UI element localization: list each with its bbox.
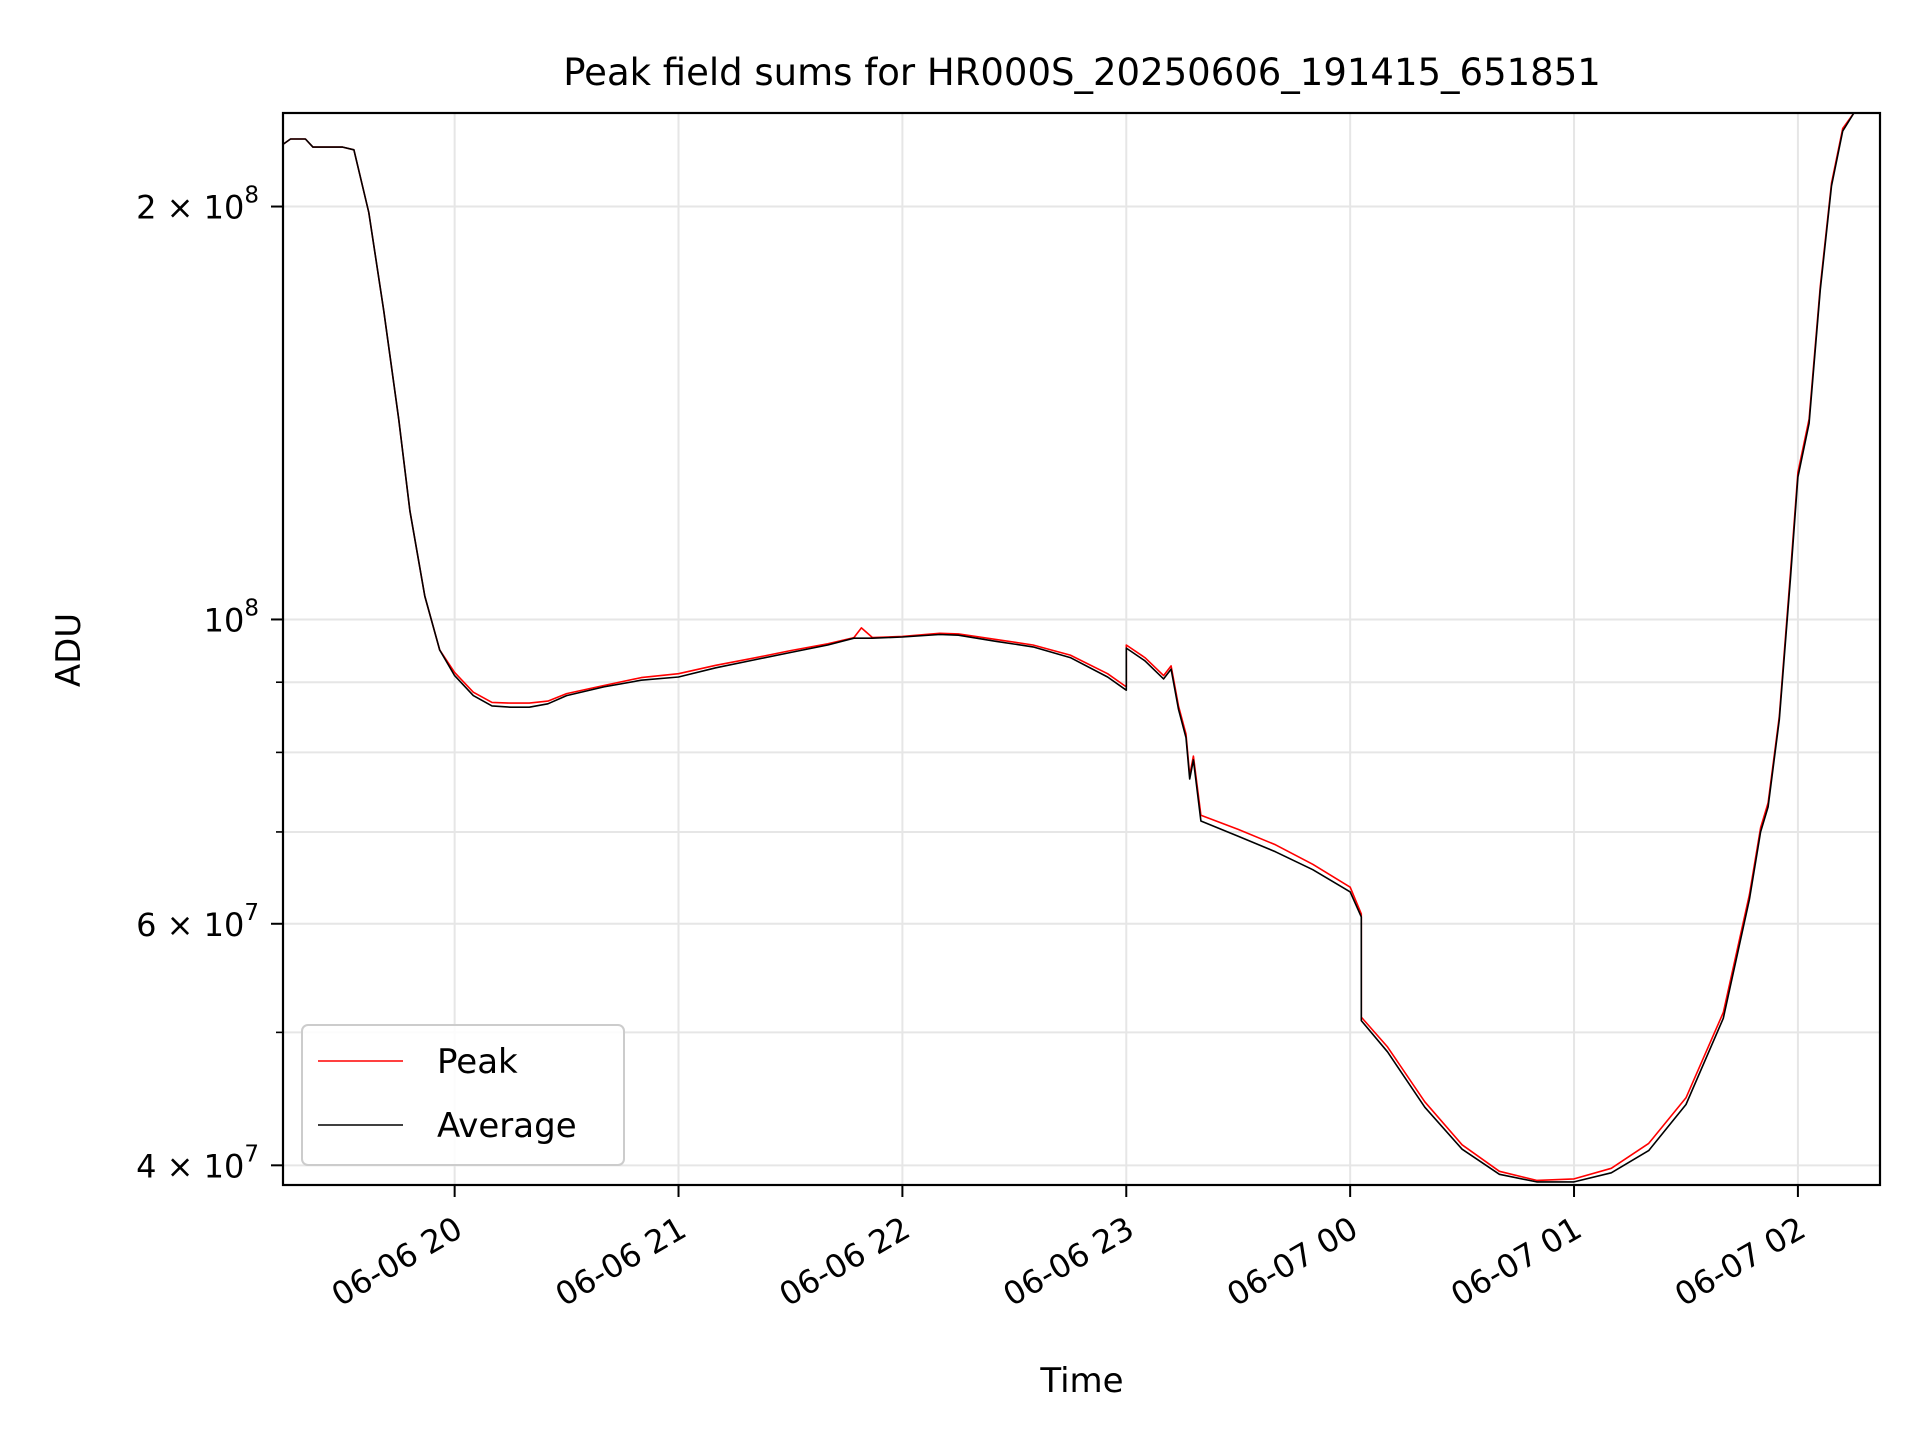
chart-title: Peak field sums for HR000S_20250606_1914… <box>563 51 1601 94</box>
legend-label-peak: Peak <box>437 1042 518 1082</box>
series-line-average <box>282 112 1855 1183</box>
y-tick-label: 4 × 107 <box>136 1141 259 1185</box>
y-tick-label: 6 × 107 <box>136 900 259 944</box>
plot-frame <box>281 111 1882 1187</box>
y-tick-label: 108 <box>204 595 259 639</box>
legend-label-average: Average <box>437 1106 577 1146</box>
legend: Peak Average <box>301 1024 625 1166</box>
series-layer <box>282 112 1855 1183</box>
y-tick-label: 2 × 108 <box>136 183 259 227</box>
x-axis-label: Time <box>1039 1361 1123 1401</box>
legend-box <box>301 1024 625 1166</box>
y-axis-label: ADU <box>49 613 89 687</box>
y-axis: 4 × 107 6 × 107 108 2 × 108 <box>136 183 283 1185</box>
